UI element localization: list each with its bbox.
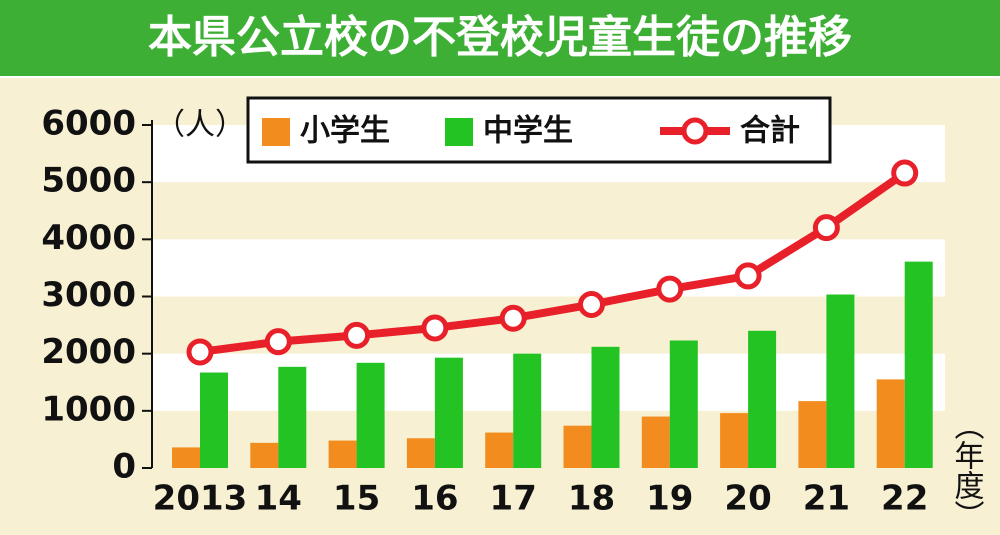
legend-items: 小学生 中学生 合計 <box>262 114 800 149</box>
legend-swatch <box>262 118 290 146</box>
bar <box>434 357 463 468</box>
total-point <box>578 291 605 319</box>
bar <box>278 366 307 468</box>
total-point <box>812 214 840 242</box>
bar <box>328 440 357 468</box>
chart-title: 本県公立校の不登校児童生徒の推移 <box>148 12 852 63</box>
x-tick-label: 2013 <box>153 479 248 519</box>
stripe <box>152 239 945 297</box>
bar <box>826 294 855 468</box>
y-unit: （人） <box>155 108 245 143</box>
bar <box>798 401 827 468</box>
x-tick-label: 21 <box>803 479 850 519</box>
y-tick-label: 6000 <box>41 104 136 144</box>
x-tick-label: 18 <box>568 479 615 519</box>
x-tick-label: 16 <box>411 479 458 519</box>
x-tick-label: 17 <box>490 479 537 519</box>
total-point <box>734 262 762 290</box>
total-point <box>343 321 371 349</box>
x-tick-label: 15 <box>333 479 380 519</box>
bar <box>485 432 514 468</box>
bar <box>669 340 698 468</box>
total-point <box>499 304 527 332</box>
y-tick-label: 4000 <box>41 218 136 258</box>
total-line <box>199 169 907 356</box>
total-point <box>264 328 292 356</box>
bar <box>748 330 777 468</box>
x-tick-label: 20 <box>724 479 771 519</box>
total-point <box>186 338 214 366</box>
x-tick-label: 14 <box>255 479 302 519</box>
bar <box>250 442 279 468</box>
bar <box>513 353 542 468</box>
bar <box>172 447 200 468</box>
legend-swatch <box>445 118 473 146</box>
total-point <box>891 159 919 187</box>
bar <box>720 413 749 468</box>
x-unit: （年度） <box>949 410 985 530</box>
y-tick-label: 2000 <box>41 332 136 372</box>
legend-marker <box>681 117 709 145</box>
legend-label: 中学生 <box>483 114 573 149</box>
x-tick-label: 22 <box>881 479 928 519</box>
legend-label: 小学生 <box>300 114 390 149</box>
bar <box>591 346 620 468</box>
y-tick-label: 3000 <box>41 275 136 315</box>
bar <box>904 261 933 468</box>
title-bar <box>0 0 1000 76</box>
y-tick-label: 5000 <box>41 161 136 201</box>
y-tick-label: 1000 <box>41 389 136 429</box>
bar <box>641 416 670 468</box>
bar <box>200 372 228 468</box>
bar <box>563 425 592 468</box>
x-tick-label: 19 <box>646 479 693 519</box>
bar <box>876 379 905 468</box>
plot <box>152 125 945 411</box>
total-point <box>421 314 449 342</box>
bar <box>406 438 435 468</box>
bar <box>356 362 385 468</box>
legend-label: 合計 <box>740 114 800 149</box>
y-tick-label: 0 <box>112 447 136 487</box>
total-point <box>656 275 684 303</box>
legend <box>246 96 832 164</box>
